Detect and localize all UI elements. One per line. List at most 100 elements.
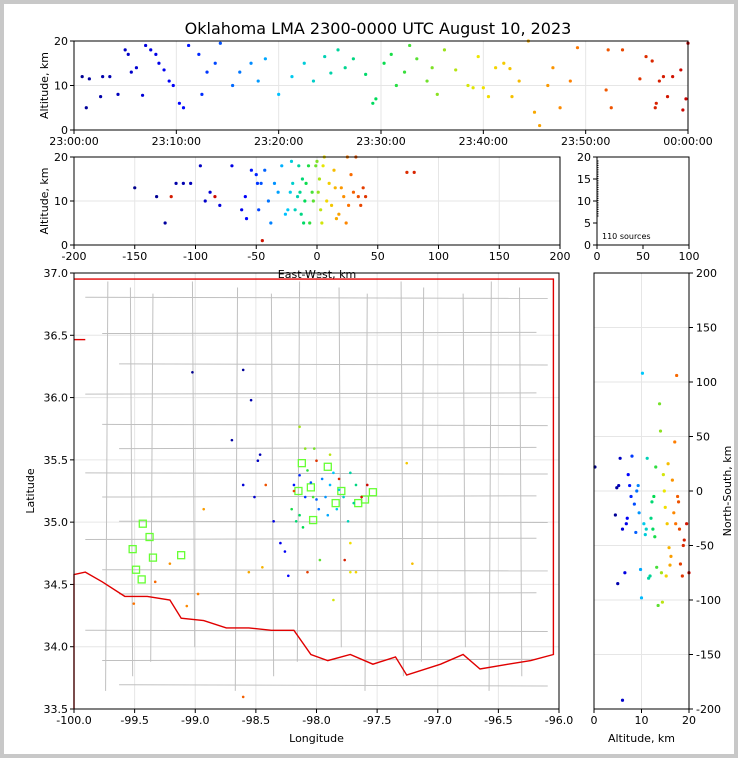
county-line: [420, 287, 425, 662]
source-point: [202, 507, 206, 511]
source-point: [249, 61, 253, 65]
source-point: [674, 522, 678, 526]
source-point: [167, 79, 171, 83]
y-tick-label: 200: [696, 267, 717, 280]
source-point: [297, 164, 301, 168]
source-point: [628, 483, 632, 488]
source-point: [101, 75, 105, 79]
x-tick-label: -98.0: [302, 714, 330, 727]
source-point: [575, 46, 580, 50]
source-point: [394, 83, 398, 88]
source-point: [272, 181, 277, 185]
source-point: [517, 79, 521, 83]
source-point: [673, 440, 677, 444]
x-tick-label: -50: [247, 250, 265, 263]
y-tick-label: 15: [577, 173, 591, 186]
source-point: [196, 592, 200, 596]
source-point: [665, 95, 670, 99]
source-point: [669, 554, 673, 559]
source-point: [351, 57, 355, 61]
source-point: [365, 483, 369, 487]
source-point: [197, 52, 201, 56]
lma-station-marker: [337, 486, 346, 496]
source-point: [656, 603, 660, 608]
source-point: [154, 52, 158, 56]
source-point: [664, 574, 668, 578]
y-axis-label: Latitude: [24, 468, 37, 514]
x-tick-label: 0: [591, 714, 598, 727]
source-point: [644, 54, 648, 59]
y-tick-label: 34.0: [44, 641, 69, 654]
source-point: [326, 513, 330, 517]
x-tick-label: -96.0: [545, 714, 573, 727]
source-point: [323, 54, 327, 59]
source-point: [349, 541, 352, 545]
source-point: [508, 66, 512, 71]
source-point: [272, 519, 275, 523]
figure-title: Oklahoma LMA 2300-0000 UTC August 10, 20…: [185, 19, 572, 38]
panel-frame: [73, 156, 561, 246]
county-line: [119, 446, 537, 450]
source-point: [308, 221, 312, 225]
source-point: [342, 495, 345, 499]
source-point: [643, 533, 647, 537]
county-line: [102, 658, 537, 662]
source-point: [258, 453, 262, 456]
source-point: [333, 186, 337, 190]
source-point: [510, 95, 514, 99]
source-point: [80, 75, 84, 79]
y-tick-label: 20: [54, 151, 68, 164]
source-point: [311, 199, 315, 203]
x-axis-label: Altitude, km: [608, 732, 675, 745]
y-tick-label: 33.5: [44, 703, 69, 716]
source-point: [295, 195, 300, 199]
source-point: [652, 494, 656, 499]
source-point: [654, 465, 658, 469]
x-tick-label: 0: [594, 250, 601, 263]
lma-station-marker: [354, 498, 363, 508]
y-tick-label: 34.5: [44, 578, 69, 591]
y-tick-label: 0: [61, 124, 68, 137]
county-line: [105, 281, 109, 691]
source-point: [231, 83, 235, 88]
source-point: [405, 461, 409, 465]
source-point: [169, 195, 173, 199]
source-point: [286, 208, 290, 212]
source-point: [123, 48, 127, 52]
source-point: [185, 604, 189, 608]
source-point: [476, 54, 480, 59]
source-point: [315, 159, 319, 163]
source-point: [241, 368, 245, 372]
source-point: [644, 527, 648, 531]
source-point: [666, 462, 670, 466]
lma-station-marker: [145, 532, 154, 542]
source-point: [327, 181, 331, 185]
source-point: [661, 75, 666, 79]
source-point: [642, 522, 646, 526]
source-point: [157, 61, 161, 65]
source-point: [629, 494, 633, 499]
source-point: [300, 177, 305, 181]
source-point: [624, 522, 628, 526]
source-point: [259, 181, 263, 185]
source-point: [314, 164, 318, 168]
lma-station-marker: [137, 575, 146, 584]
source-point: [108, 75, 112, 79]
source-point: [332, 598, 335, 602]
source-point: [311, 79, 316, 83]
source-point: [661, 473, 665, 477]
county-line: [462, 293, 466, 648]
y-tick-label: -200: [696, 703, 721, 716]
source-point: [213, 61, 217, 65]
source-point: [174, 181, 178, 185]
ew_altitude-panel: -200 -150 -100 -50 0 50 100 150 20001020East-Wes…: [38, 151, 571, 281]
source-point: [680, 574, 684, 578]
source-point: [244, 217, 249, 221]
source-point: [430, 66, 434, 70]
source-point: [337, 212, 341, 216]
source-point: [276, 190, 280, 194]
source-point: [238, 70, 242, 74]
lma-station-marker: [308, 515, 318, 525]
source-point: [551, 66, 555, 70]
source-point: [309, 481, 313, 484]
